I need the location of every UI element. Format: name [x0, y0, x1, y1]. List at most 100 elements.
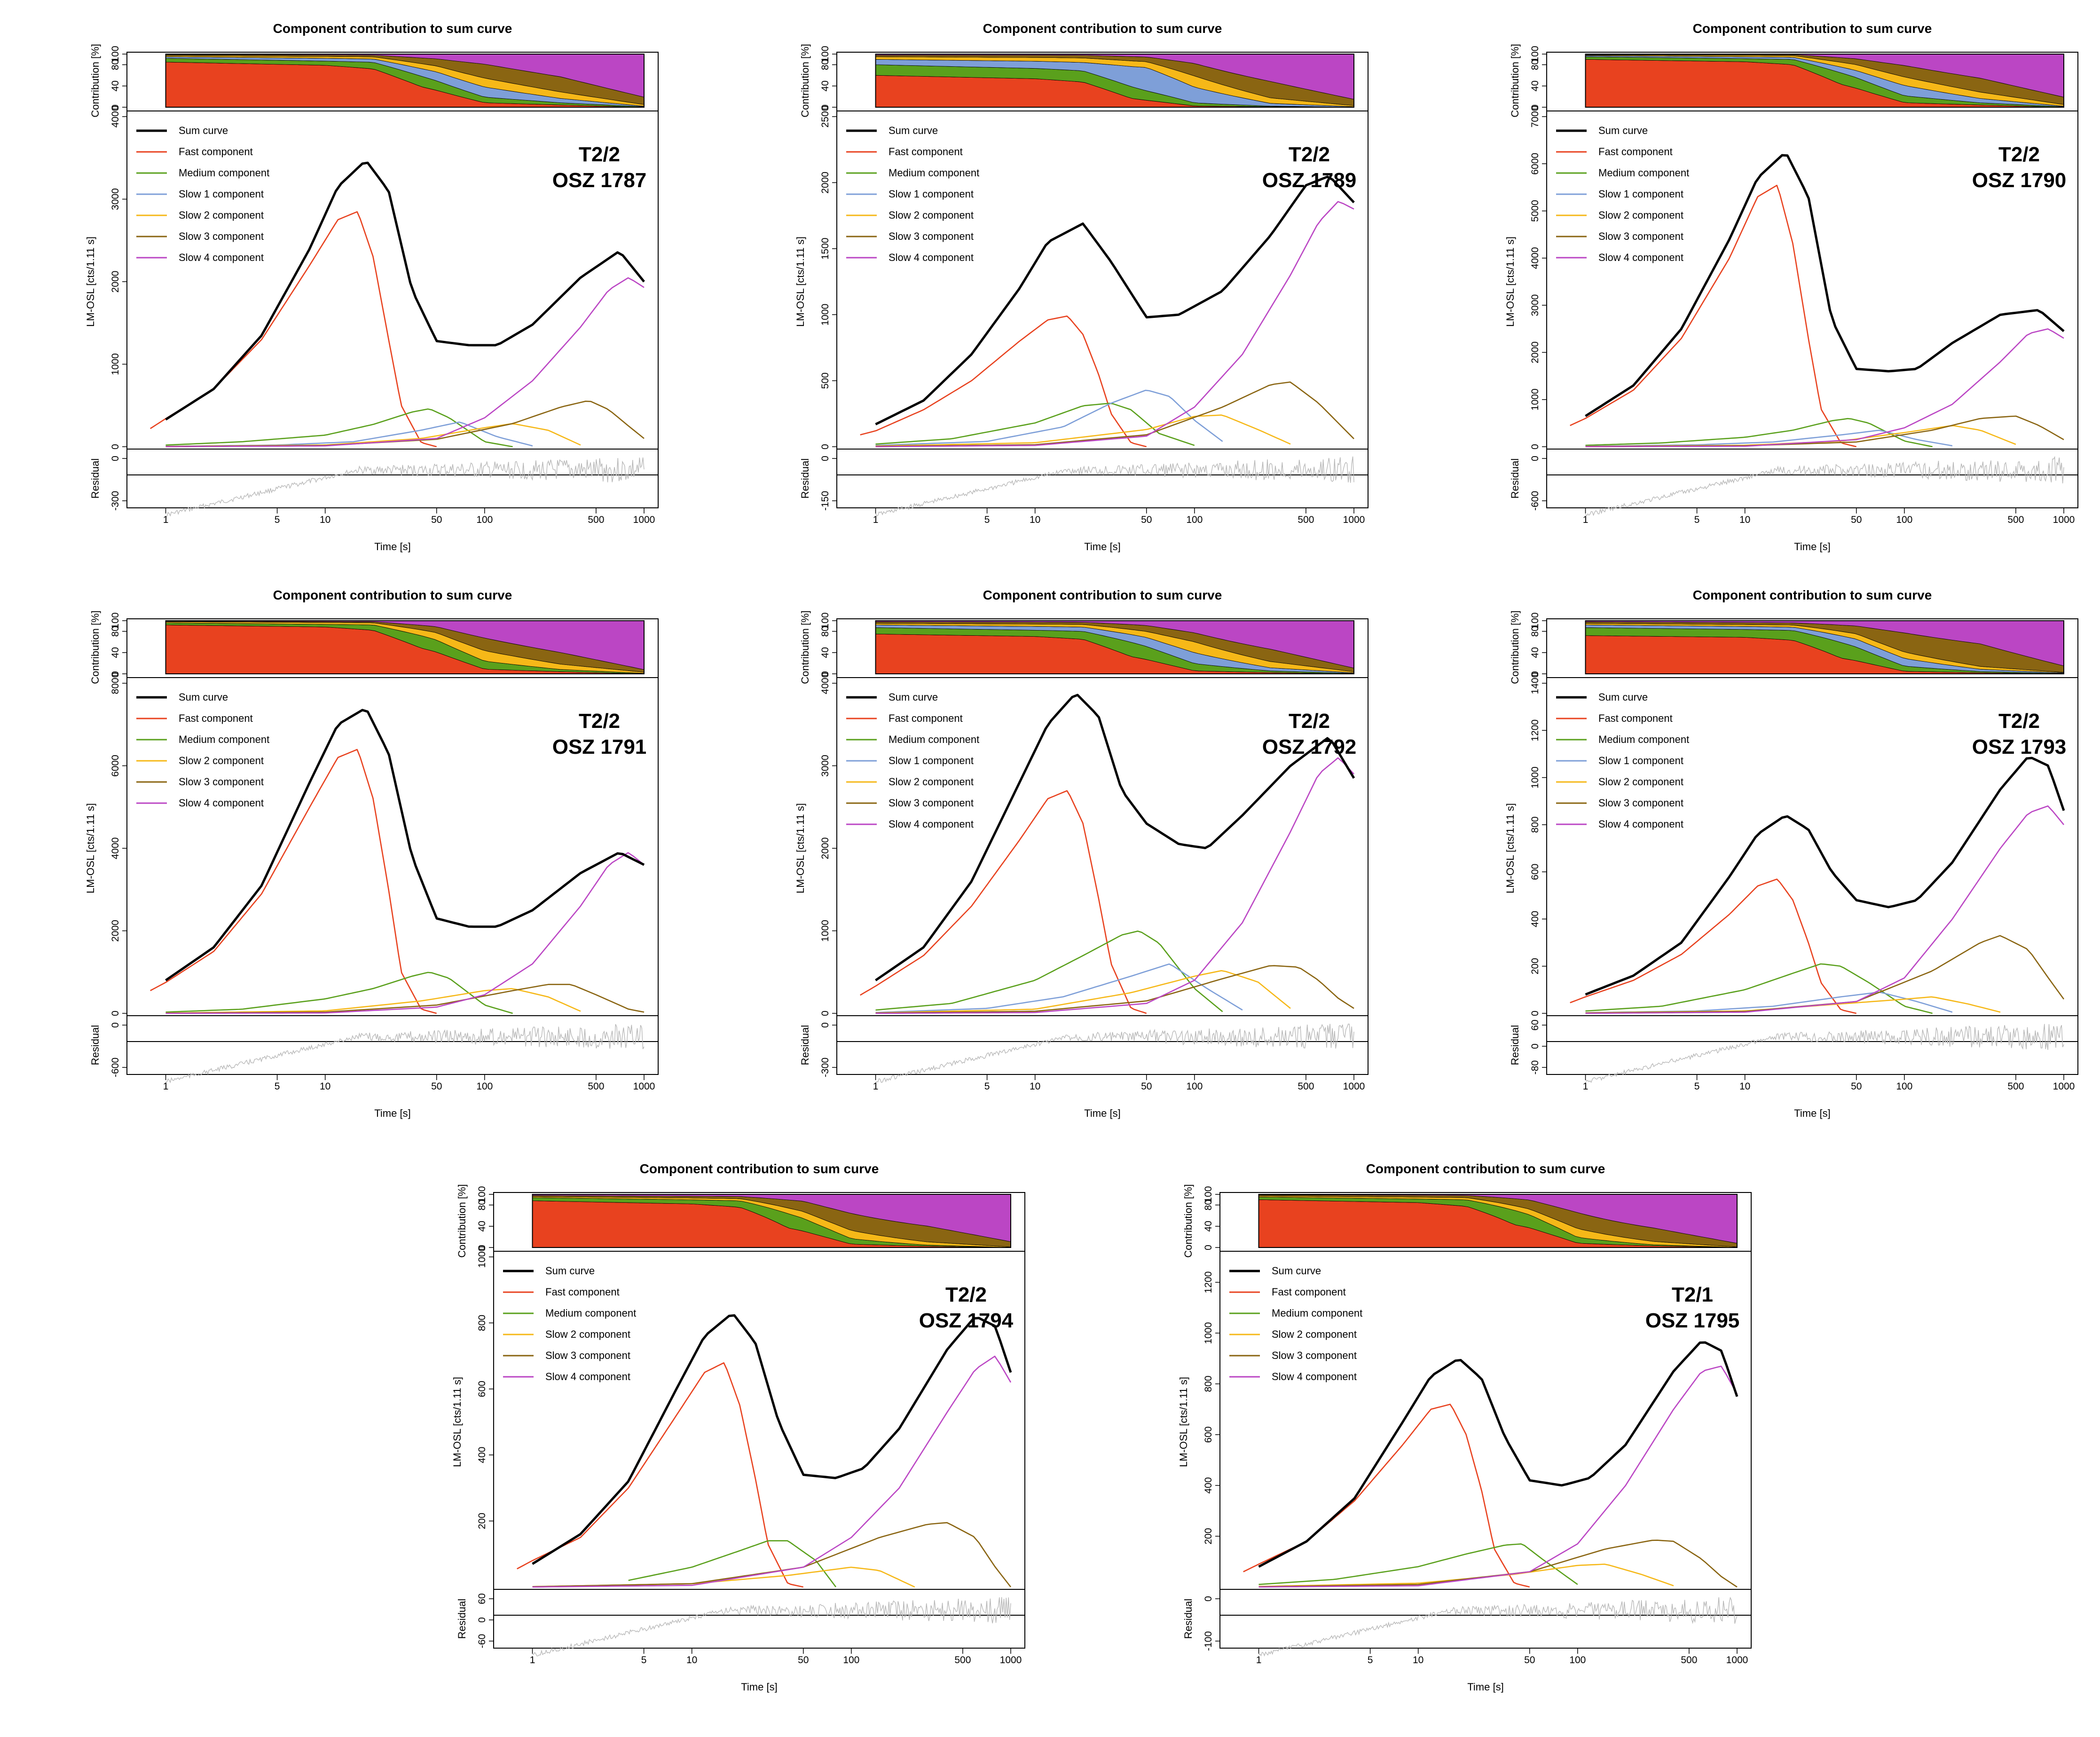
series-line-sum-curve	[1258, 1341, 1738, 1568]
residual-axis-label: Residual	[1509, 1025, 1521, 1066]
sample-label-line1: T2/2	[1998, 143, 2040, 166]
x-tick-label: 50	[1141, 1081, 1152, 1092]
x-tick-label: 5	[1368, 1655, 1373, 1666]
x-tick-label: 1000	[2053, 1081, 2075, 1092]
contribution-tick-label: 40	[110, 647, 121, 658]
legend-label-sum-curve: Sum curve	[179, 691, 228, 703]
x-tick-label: 50	[1851, 1081, 1862, 1092]
contribution-tick-label: 100	[1530, 46, 1541, 62]
x-tick-label: 50	[431, 1081, 442, 1092]
legend-label-sum-curve: Sum curve	[1272, 1265, 1321, 1277]
residual-tick-label: -300	[820, 1058, 831, 1077]
legend-label-fast-component: Fast component	[889, 146, 963, 158]
legend: Sum curve Fast component Medium component S…	[136, 125, 269, 263]
chart-panel-t2-2-osz-1787: Component contribution to sum curve 0 40 80…	[28, 14, 686, 571]
contribution-tick-label: 0	[820, 104, 831, 110]
legend-label-sum-curve: Sum curve	[545, 1265, 595, 1277]
series-group	[517, 1314, 1012, 1588]
y-tick-label: 200	[1530, 958, 1541, 974]
y-tick-label: 400	[1203, 1477, 1214, 1493]
contribution-tick-label: 100	[820, 612, 831, 629]
contribution-axis-label: Contribution [%]	[89, 610, 101, 684]
y-tick-label: 1000	[477, 1246, 488, 1268]
contribution-tick-label: 40	[1203, 1221, 1214, 1232]
residual-axis-label: Residual	[1182, 1599, 1194, 1639]
y-axis-label: LM-OSL [cts/1.11 s]	[1504, 803, 1516, 893]
legend-label-slow-3-component: Slow 3 component	[545, 1350, 630, 1361]
series-group	[1243, 1341, 1738, 1588]
legend-label-slow-4-component: Slow 4 component	[545, 1371, 630, 1382]
y-tick-label: 2000	[110, 920, 121, 942]
contribution-tick-label: 0	[110, 671, 121, 677]
chart-svg: Component contribution to sum curve 0 40 80…	[1178, 1161, 1752, 1693]
y-axis-label: LM-OSL [cts/1.11 s]	[794, 803, 806, 893]
x-tick-label: 5	[641, 1655, 647, 1666]
legend-label-slow-2-component: Slow 2 component	[545, 1328, 630, 1340]
y-tick-label: 2000	[820, 172, 831, 194]
series-line-fast-component	[517, 1362, 803, 1588]
x-tick-label: 1	[1583, 1081, 1589, 1092]
series-line-slow-2-component	[532, 1566, 915, 1588]
contribution-tick-label: 0	[1203, 1245, 1214, 1250]
legend-label-medium-component: Medium component	[1272, 1307, 1362, 1319]
legend-label-slow-1-component: Slow 1 component	[889, 755, 974, 766]
x-tick-label: 100	[1186, 514, 1203, 525]
residual-tick-label: 0	[820, 1022, 831, 1028]
legend-label-slow-3-component: Slow 3 component	[889, 797, 974, 809]
x-axis-label: Time [s]	[1794, 541, 1830, 553]
legend-label-slow-2-component: Slow 2 component	[179, 755, 264, 766]
residual-plot	[1547, 1024, 2078, 1083]
legend-label-fast-component: Fast component	[545, 1286, 620, 1298]
series-line-medium-component	[1258, 1543, 1578, 1585]
contribution-tick-label: 80	[477, 1200, 488, 1210]
sample-label-line2: OSZ 1793	[1972, 735, 2067, 758]
legend-label-slow-3-component: Slow 3 component	[179, 776, 264, 788]
legend-label-medium-component: Medium component	[179, 734, 269, 745]
legend-label-fast-component: Fast component	[179, 146, 253, 158]
residual-axis-label: Residual	[799, 458, 811, 499]
chart-title: Component contribution to sum curve	[983, 21, 1222, 36]
series-line-slow-1-component	[875, 963, 1243, 1013]
x-tick-label: 1	[1256, 1655, 1262, 1666]
y-tick-label: 1000	[1530, 766, 1541, 789]
series-line-sum-curve	[875, 175, 1355, 426]
x-axis-label: Time [s]	[374, 1107, 410, 1119]
x-tick-label: 500	[1681, 1655, 1697, 1666]
x-tick-label: 100	[1186, 1081, 1203, 1092]
chart-panel-t2-2-osz-1793: Component contribution to sum curve 0 40 80…	[1448, 581, 2100, 1138]
contribution-plot	[165, 54, 645, 108]
contribution-tick-label: 80	[820, 59, 831, 70]
series-line-slow-2-component	[1585, 996, 2001, 1014]
residual-tick-label: -80	[1530, 1060, 1541, 1074]
legend-label-slow-1-component: Slow 1 component	[889, 188, 974, 200]
x-tick-label: 500	[2007, 514, 2024, 525]
legend-label-sum-curve: Sum curve	[1598, 691, 1648, 703]
legend-label-slow-4-component: Slow 4 component	[179, 252, 264, 263]
contribution-axis-label: Contribution [%]	[456, 1184, 468, 1258]
contribution-area-frame	[1585, 620, 2064, 674]
x-tick-label: 500	[588, 514, 604, 525]
y-tick-label: 0	[110, 444, 121, 450]
series-line-slow-4-component	[875, 757, 1354, 1014]
y-tick-label: 1200	[1530, 719, 1541, 742]
x-tick-label: 1	[163, 1081, 169, 1092]
sample-label-line1: T2/2	[579, 143, 620, 166]
sample-label-line2: OSZ 1795	[1645, 1309, 1740, 1332]
legend-label-medium-component: Medium component	[179, 167, 269, 179]
residual-axis-label: Residual	[1509, 458, 1521, 499]
contribution-tick-label: 80	[1530, 59, 1541, 70]
series-line-slow-3-component	[1585, 935, 2065, 1014]
x-tick-label: 10	[1030, 1081, 1040, 1092]
contribution-tick-label: 80	[1203, 1200, 1214, 1210]
chart-svg: Component contribution to sum curve 0 40 80…	[794, 21, 1369, 553]
residual-tick-label: 0	[1203, 1596, 1214, 1602]
legend-label-medium-component: Medium component	[889, 167, 979, 179]
residual-trace	[1258, 1596, 1738, 1657]
residual-tick-label: -600	[110, 1058, 121, 1077]
residual-tick-label: 0	[1530, 1043, 1541, 1049]
x-tick-label: 50	[1524, 1655, 1535, 1666]
y-tick-label: 2000	[1530, 341, 1541, 363]
x-tick-label: 10	[686, 1655, 697, 1666]
contribution-axis-label: Contribution [%]	[799, 610, 811, 684]
series-group	[149, 161, 645, 448]
